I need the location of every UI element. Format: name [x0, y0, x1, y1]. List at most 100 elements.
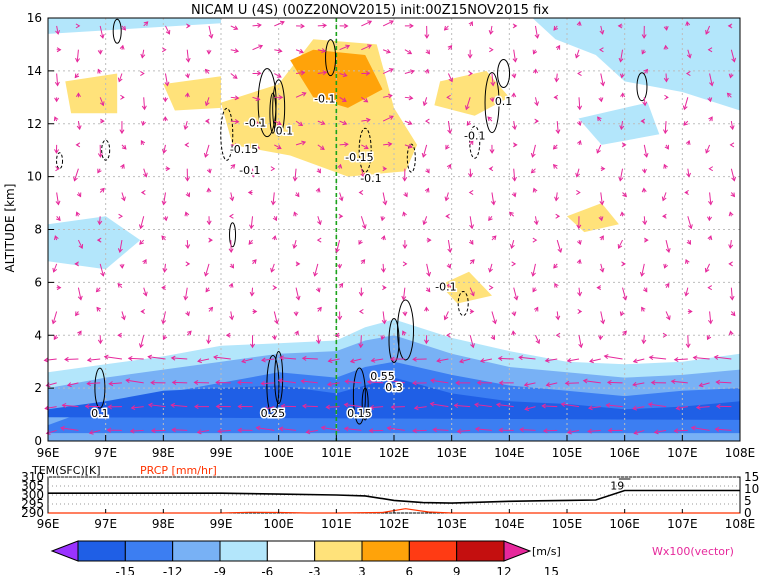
- wind-vector: [361, 70, 371, 76]
- wind-vector-shaft: [252, 144, 260, 149]
- wind-vector-head: [511, 311, 517, 317]
- bottom-x-tick-label: 101E: [321, 517, 352, 531]
- wind-vector-shaft: [274, 120, 282, 125]
- wind-vector: [117, 73, 123, 83]
- wind-vector-head: [621, 261, 626, 267]
- wind-vector-shaft: [534, 216, 538, 225]
- wind-vector-head: [606, 379, 612, 385]
- wind-vector-head: [389, 356, 395, 362]
- wind-vector: [140, 49, 146, 59]
- wind-vector-head: [342, 72, 348, 78]
- wind-vector: [664, 144, 669, 150]
- wind-vector-shaft: [600, 192, 603, 205]
- wind-vector-head: [498, 380, 504, 386]
- wind-vector-head: [117, 248, 123, 254]
- wind-vector: [183, 287, 189, 301]
- wind-vector: [512, 142, 518, 148]
- wind-vector: [252, 308, 258, 314]
- wind-vector: [599, 192, 605, 206]
- wind-vector: [206, 49, 212, 55]
- wind-vector-head: [688, 224, 693, 230]
- wind-vector: [206, 335, 212, 345]
- contour-positive: [94, 367, 106, 409]
- wind-vector-shaft: [317, 96, 325, 103]
- wind-vector: [252, 22, 262, 28]
- wind-vector-head: [185, 73, 190, 79]
- wind-vector: [77, 287, 83, 301]
- wind-vector: [215, 404, 231, 410]
- wind-vector-head: [234, 119, 240, 124]
- wind-vector-shaft: [230, 73, 238, 79]
- wind-vector-head: [642, 101, 648, 107]
- wind-vector-head: [566, 358, 572, 363]
- wind-vector-head: [541, 403, 546, 409]
- wind-vector-head: [163, 216, 169, 222]
- wind-vector-head: [277, 378, 283, 384]
- wind-vector-head: [535, 339, 541, 345]
- wind-vector-head: [426, 271, 432, 277]
- wind-vector-head: [707, 285, 713, 291]
- wind-vector: [53, 235, 59, 241]
- contour-label: -0.1: [464, 130, 485, 143]
- wind-vector-head: [255, 96, 261, 102]
- wind-vector-head: [84, 403, 90, 409]
- wind-vector-head: [468, 240, 474, 245]
- wind-vector: [117, 332, 122, 338]
- contour-label: 0.15: [347, 407, 372, 420]
- wind-vector-head: [368, 428, 374, 434]
- wind-vector-head: [232, 74, 238, 79]
- wind-vector: [263, 406, 275, 412]
- wind-vector-shaft: [699, 382, 710, 387]
- wind-vector-head: [402, 244, 408, 250]
- wind-vector: [644, 237, 649, 243]
- wind-vector-head: [204, 68, 210, 74]
- wind-vector-shaft: [295, 92, 307, 98]
- wind-vector-head: [162, 97, 168, 103]
- wind-vector-shaft: [339, 192, 343, 201]
- wind-vector: [523, 382, 536, 387]
- wind-vector: [96, 237, 102, 243]
- wind-vector-head: [117, 77, 123, 83]
- wind-vector: [358, 335, 364, 349]
- wind-vector: [489, 97, 495, 103]
- wind-vector: [404, 120, 413, 126]
- patch-yellow-right: [434, 70, 510, 116]
- wind-vector-head: [574, 53, 580, 59]
- wind-vector-head: [511, 330, 517, 336]
- wind-vector-head: [237, 404, 243, 410]
- wind-vector-shaft: [491, 192, 495, 205]
- wind-vector-head: [498, 427, 503, 433]
- wind-vector-head: [597, 116, 602, 122]
- wind-vector: [489, 144, 495, 154]
- wind-vector-head: [698, 382, 704, 388]
- wind-vector: [55, 166, 60, 172]
- wind-vector-head: [425, 287, 431, 293]
- wind-vector-head: [147, 402, 153, 408]
- wind-vector: [386, 425, 405, 431]
- wind-vector: [425, 168, 430, 174]
- wind-vector: [52, 263, 58, 273]
- wind-vector: [620, 92, 626, 98]
- wind-vector-shaft: [716, 381, 732, 384]
- wind-vector-head: [686, 240, 692, 245]
- bottom-x-tick-label: 99E: [210, 517, 233, 531]
- wind-vector: [43, 357, 57, 363]
- wind-vector: [185, 192, 191, 198]
- wind-vector: [107, 404, 122, 410]
- wind-vector: [161, 144, 167, 154]
- wind-vector-head: [497, 355, 503, 361]
- wind-vector-shaft: [230, 96, 239, 99]
- wind-vectors: [43, 20, 737, 435]
- wind-vector: [74, 73, 80, 79]
- wind-vector: [316, 168, 321, 174]
- wind-vector: [535, 335, 541, 345]
- wind-vector-shaft: [387, 427, 405, 431]
- wind-vector-head: [576, 20, 582, 26]
- wind-vector: [641, 25, 647, 39]
- y-tick-label: 12: [27, 117, 42, 131]
- bottom-x-tick-label: 102E: [379, 517, 410, 531]
- wind-vector-head: [276, 120, 282, 126]
- wind-vector: [707, 235, 713, 241]
- wind-vector-shaft: [77, 239, 83, 249]
- wind-vector: [730, 168, 737, 182]
